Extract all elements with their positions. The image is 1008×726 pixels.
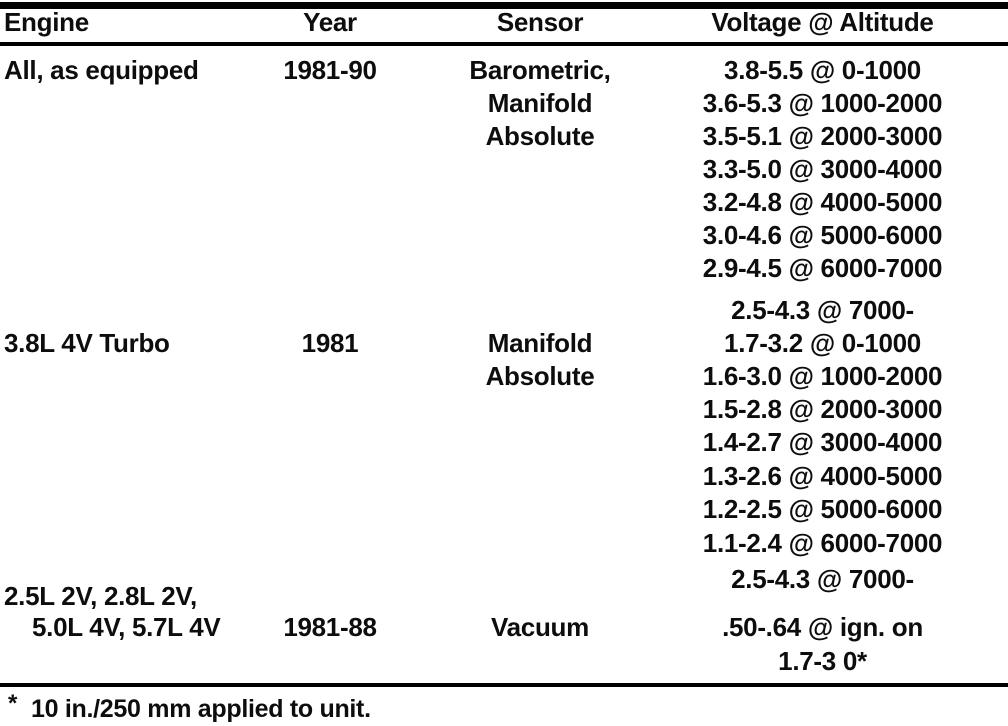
row1-voltage-line-5: 3.2-4.8 @ 4000-5000 [702, 187, 943, 217]
row3-voltage-line-2: 1.7-3 0* [778, 646, 867, 676]
footnote-divider-rule [0, 683, 1008, 687]
row1-voltage-line-8: 2.5-4.3 @ 7000- [731, 295, 914, 325]
row1-sensor-line-2: Manifold [487, 88, 593, 118]
row2-voltage-line-4: 1.4-2.7 @ 3000-4000 [702, 427, 943, 457]
row1-engine-cell: All, as equipped [4, 55, 199, 85]
row3-year-cell: 1981-88 [283, 612, 377, 642]
row2-sensor-line-1: Manifold [487, 328, 593, 358]
col-header-sensor: Sensor [496, 7, 584, 37]
col-header-voltage: Voltage @ Altitude [711, 7, 934, 37]
row3-engine-line-1: 2.5L 2V, 2.8L 2V, [4, 581, 197, 611]
col-header-year: Year [303, 7, 357, 37]
row1-sensor-line-1: Barometric, [469, 55, 611, 85]
row1-voltage-line-7: 2.9-4.5 @ 6000-7000 [702, 253, 943, 283]
row2-voltage-line-2: 1.6-3.0 @ 1000-2000 [702, 361, 943, 391]
row1-voltage-line-6: 3.0-4.6 @ 5000-6000 [702, 220, 943, 250]
row2-voltage-line-1: 1.7-3.2 @ 0-1000 [724, 328, 921, 358]
row3-engine-line-2: 5.0L 4V, 5.7L 4V [32, 612, 221, 642]
footnote-text: 10 in./250 mm applied to unit. [31, 695, 371, 723]
row2-sensor-line-2: Absolute [485, 361, 595, 391]
row2-voltage-line-5: 1.3-2.6 @ 4000-5000 [702, 461, 943, 491]
row1-voltage-line-2: 3.6-5.3 @ 1000-2000 [702, 88, 943, 118]
table-top-rule [0, 2, 1008, 9]
footnote: * 10 in./250 mm applied to unit. [8, 692, 371, 722]
row1-voltage-line-1: 3.8-5.5 @ 0-1000 [724, 55, 921, 85]
row3-sensor-line-1: Vacuum [491, 612, 589, 642]
col-header-engine: Engine [4, 7, 89, 37]
row2-engine-cell: 3.8L 4V Turbo [4, 328, 170, 358]
row1-voltage-line-3: 3.5-5.1 @ 2000-3000 [702, 121, 943, 151]
row2-voltage-line-6: 1.2-2.5 @ 5000-6000 [702, 494, 943, 524]
row2-year-cell: 1981 [301, 328, 359, 358]
row2-voltage-line-7: 1.1-2.4 @ 6000-7000 [702, 528, 943, 558]
row1-sensor-line-3: Absolute [485, 121, 595, 151]
row2-voltage-line-3: 1.5-2.8 @ 2000-3000 [702, 394, 943, 424]
row1-voltage-line-4: 3.3-5.0 @ 3000-4000 [702, 154, 943, 184]
header-divider-rule [0, 42, 1008, 46]
footnote-asterisk: * [8, 690, 18, 717]
row3-voltage-line-1: .50-.64 @ ign. on [722, 612, 923, 642]
row1-year-cell: 1981-90 [283, 55, 377, 85]
row2-voltage-line-8: 2.5-4.3 @ 7000- [731, 564, 914, 594]
